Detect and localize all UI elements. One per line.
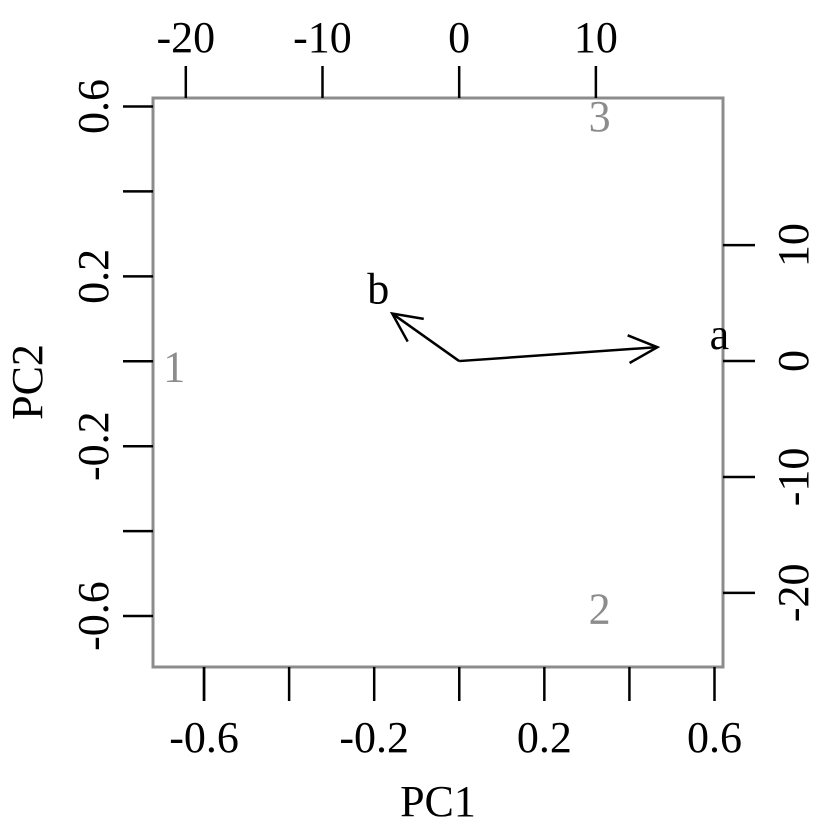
observation-label-2: 2 [589,585,611,634]
arrow-head-a [627,334,661,365]
right-tick-label: 0 [769,350,818,372]
axes-layer: -0.6 -0.2 0.2 0.6-0.6-0.20.20.6-20 -10 0 10-20… [69,13,818,762]
y-tick-label: 0.2 [69,249,118,304]
right-tick-label: -10 [769,448,818,507]
x-tick-label: -0.2 [339,713,409,762]
x-tick-label: 0.6 [687,713,742,762]
arrow-shaft-a [459,345,658,363]
x-tick-label: 0.2 [517,713,572,762]
y-tick-label: 0.6 [69,79,118,134]
top-tick-label: 10 [574,13,618,62]
top-tick-label: -20 [156,13,215,62]
y-axis-title: PC2 [3,344,52,420]
top-tick-label: -10 [293,13,352,62]
variable-label-b: b [367,265,389,314]
y-tick-label: -0.6 [69,581,118,651]
observation-label-3: 3 [589,92,611,141]
right-tick-label: -20 [769,564,818,623]
top-tick-label: 0 [448,13,470,62]
marks-layer: 1 2 3 a b [163,92,729,634]
right-tick-label: 10 [769,223,818,267]
plot-frame [151,96,725,669]
y-tick-label: -0.2 [69,411,118,481]
x-axis-title: PC1 [400,777,476,825]
variable-label-a: a [710,310,730,359]
observation-label-1: 1 [163,343,185,392]
arrow-head-b [389,311,424,343]
x-tick-label: -0.6 [169,713,239,762]
arrow-shaft-b [391,312,460,363]
